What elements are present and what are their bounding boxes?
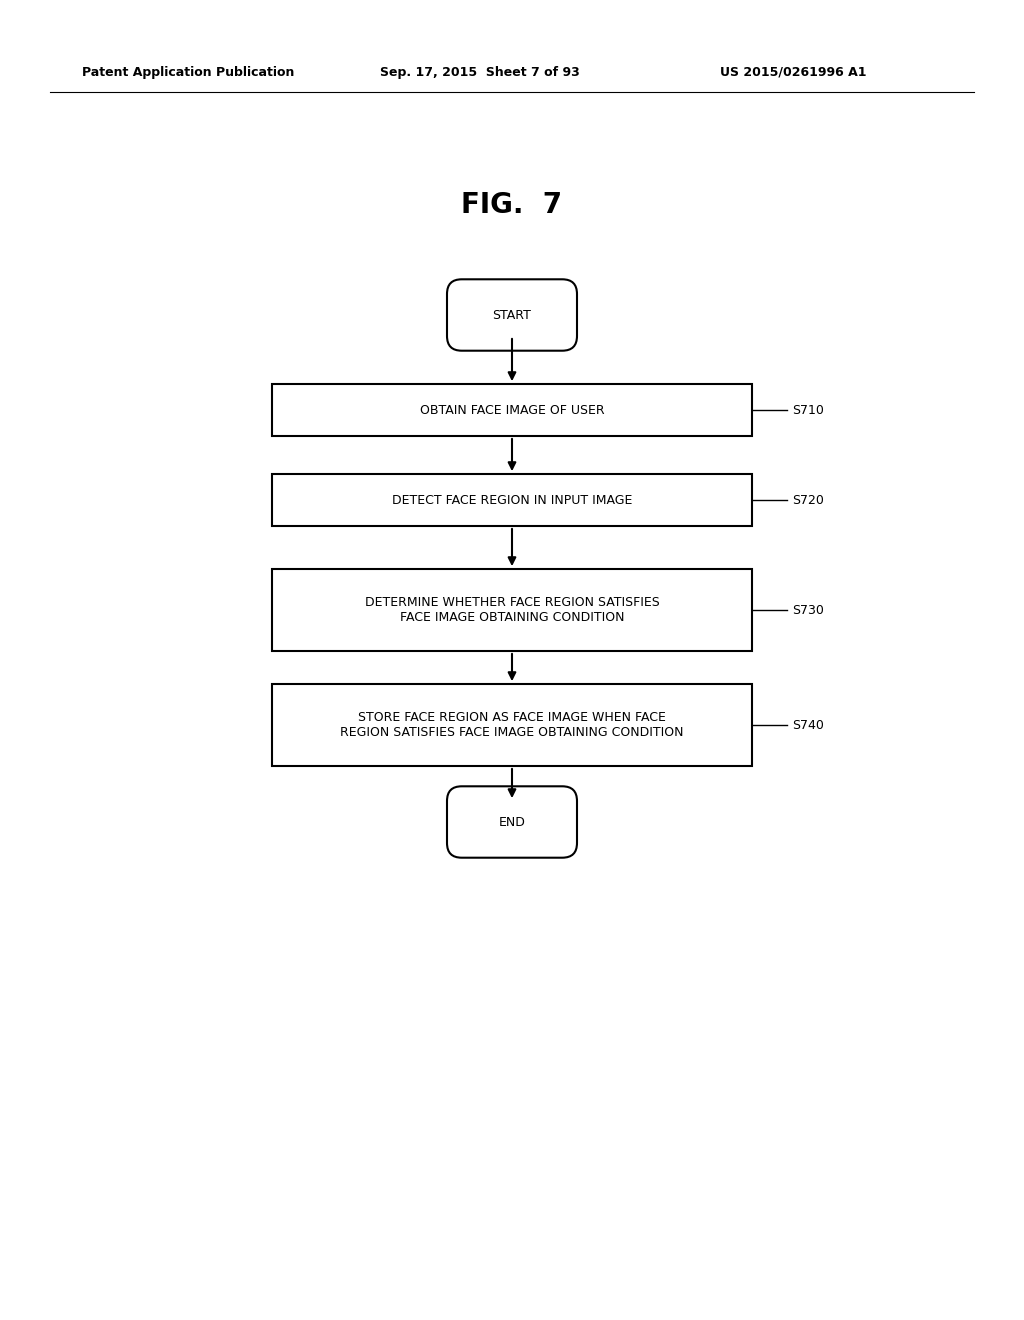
Text: S740: S740 (792, 718, 824, 731)
Text: Patent Application Publication: Patent Application Publication (82, 66, 294, 78)
Text: STORE FACE REGION AS FACE IMAGE WHEN FACE
REGION SATISFIES FACE IMAGE OBTAINING : STORE FACE REGION AS FACE IMAGE WHEN FAC… (340, 711, 684, 739)
Bar (272, 684, 752, 766)
Text: US 2015/0261996 A1: US 2015/0261996 A1 (720, 66, 866, 78)
Text: DETERMINE WHETHER FACE REGION SATISFIES
FACE IMAGE OBTAINING CONDITION: DETERMINE WHETHER FACE REGION SATISFIES … (365, 597, 659, 624)
Bar (272, 569, 752, 651)
Text: START: START (493, 309, 531, 322)
Text: FIG.  7: FIG. 7 (462, 191, 562, 219)
Bar (272, 474, 752, 525)
Text: END: END (499, 816, 525, 829)
Text: OBTAIN FACE IMAGE OF USER: OBTAIN FACE IMAGE OF USER (420, 404, 604, 417)
Text: Sep. 17, 2015  Sheet 7 of 93: Sep. 17, 2015 Sheet 7 of 93 (380, 66, 580, 78)
Text: S730: S730 (792, 603, 824, 616)
Text: DETECT FACE REGION IN INPUT IMAGE: DETECT FACE REGION IN INPUT IMAGE (392, 494, 632, 507)
Text: S710: S710 (792, 404, 824, 417)
Bar (272, 384, 752, 436)
FancyBboxPatch shape (447, 280, 577, 351)
Text: S720: S720 (792, 494, 824, 507)
FancyBboxPatch shape (447, 787, 577, 858)
